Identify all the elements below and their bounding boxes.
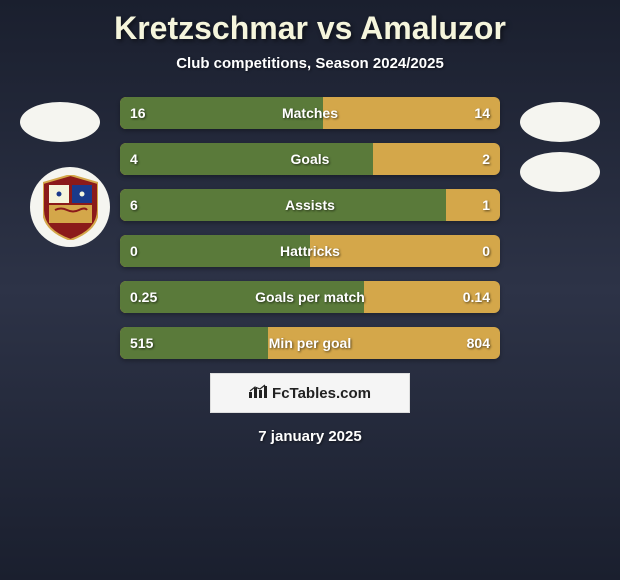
date-text: 7 january 2025	[20, 428, 600, 445]
stat-row: 0 Hattricks 0	[120, 235, 500, 267]
stat-fill-left	[120, 143, 373, 175]
stat-label: Goals	[291, 151, 330, 167]
stat-value-left: 16	[130, 105, 146, 121]
stat-value-left: 0.25	[130, 289, 157, 305]
stat-row: 16 Matches 14	[120, 97, 500, 129]
stat-value-left: 515	[130, 335, 153, 351]
stat-row: 515 Min per goal 804	[120, 327, 500, 359]
branding-badge[interactable]: FcTables.com	[210, 373, 410, 413]
stat-value-left: 0	[130, 243, 138, 259]
stat-row: 0.25 Goals per match 0.14	[120, 281, 500, 313]
stat-value-right: 1	[482, 197, 490, 213]
stat-value-left: 6	[130, 197, 138, 213]
club-crest	[30, 167, 110, 247]
page-title: Kretzschmar vs Amaluzor	[0, 0, 620, 47]
subtitle: Club competitions, Season 2024/2025	[0, 55, 620, 72]
stat-label: Min per goal	[269, 335, 351, 351]
team-logo-right-2	[520, 152, 600, 192]
stat-row: 4 Goals 2	[120, 143, 500, 175]
team-logo-right-1	[520, 102, 600, 142]
content-area: 16 Matches 14 4 Goals 2 6 Assists 1 0 Ha…	[0, 97, 620, 445]
branding-text: FcTables.com	[272, 385, 371, 402]
stat-fill-left	[120, 189, 446, 221]
stat-value-right: 0.14	[463, 289, 490, 305]
stat-value-right: 2	[482, 151, 490, 167]
stat-value-left: 4	[130, 151, 138, 167]
stat-label: Matches	[282, 105, 338, 121]
stat-value-right: 804	[467, 335, 490, 351]
stats-bars: 16 Matches 14 4 Goals 2 6 Assists 1 0 Ha…	[120, 97, 500, 359]
stat-value-right: 0	[482, 243, 490, 259]
stat-value-right: 14	[474, 105, 490, 121]
stat-label: Assists	[285, 197, 335, 213]
stat-row: 6 Assists 1	[120, 189, 500, 221]
team-logo-left	[20, 102, 100, 142]
chart-icon	[249, 384, 267, 403]
stat-label: Hattricks	[280, 243, 340, 259]
stat-label: Goals per match	[255, 289, 365, 305]
shield-icon	[43, 175, 98, 240]
